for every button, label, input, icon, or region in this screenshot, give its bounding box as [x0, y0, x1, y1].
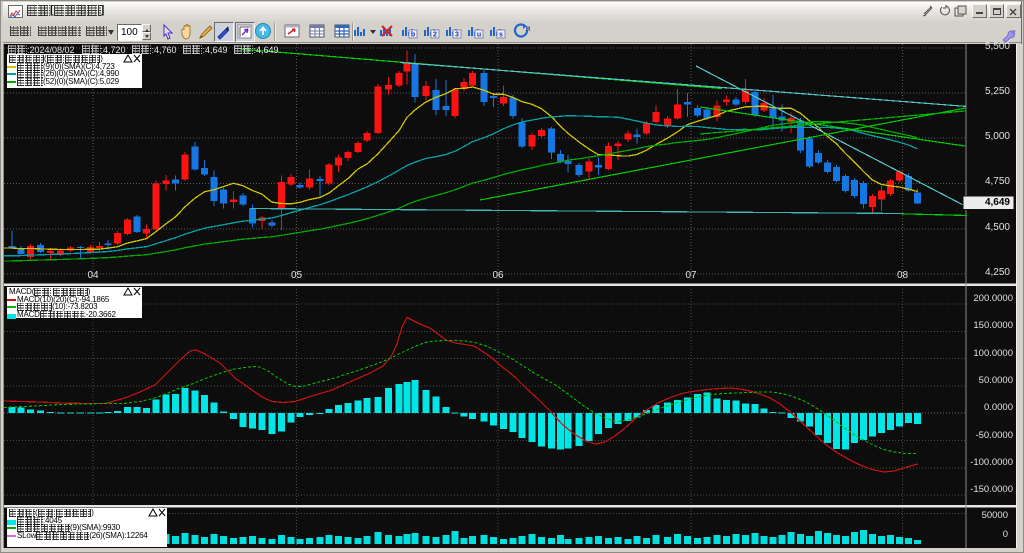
- svg-text:b: b: [411, 32, 415, 39]
- svg-text:R: R: [526, 27, 531, 33]
- svg-text:2: 2: [433, 32, 437, 39]
- svg-text:u: u: [477, 32, 481, 39]
- svg-text:3: 3: [455, 32, 459, 39]
- svg-text:s: s: [499, 32, 503, 39]
